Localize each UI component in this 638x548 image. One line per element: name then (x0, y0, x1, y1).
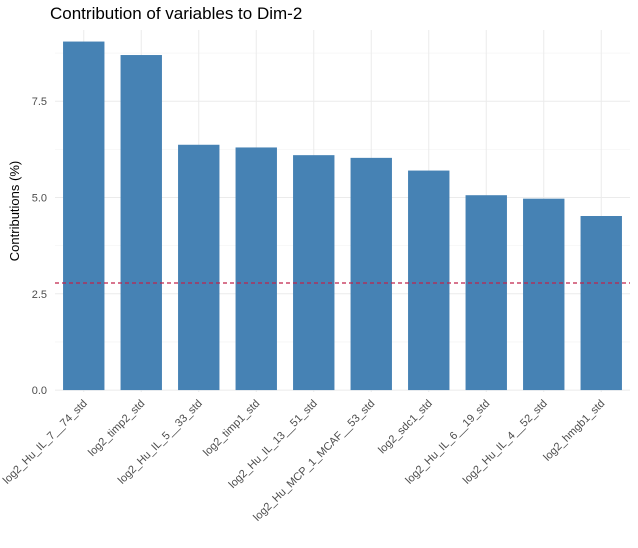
y-tick-label: 5.0 (32, 193, 47, 205)
y-tick-label: 7.5 (32, 96, 47, 108)
bar-log2_hmgb1_std (580, 216, 622, 391)
chart-title: Contribution of variables to Dim-2 (50, 4, 303, 23)
bar-log2_Hu_MCP_1_MCAF__53_std (350, 157, 392, 391)
bar-log2_Hu_IL_13__51_std (293, 155, 335, 391)
y-axis-title: Contributions (%) (7, 161, 22, 261)
x-tick-label: log2_timp1_std (201, 398, 262, 459)
bar-log2_Hu_IL_7__74_std (63, 41, 105, 391)
x-tick-label: log2_Hu_IL_7__74_std (1, 398, 90, 487)
y-tick-label: 0.0 (32, 385, 47, 397)
bar-log2_timp2_std (120, 55, 162, 391)
bar-log2_sdc1_std (408, 170, 450, 391)
y-axis-ticks: 0.0 2.5 5.0 7.5 (32, 96, 47, 397)
bar-log2_Hu_IL_6__19_std (465, 195, 507, 391)
bar-log2_Hu_IL_5__33_std (178, 144, 220, 391)
bar-log2_timp1_std (235, 147, 277, 391)
bar-log2_Hu_IL_4__52_std (523, 198, 565, 391)
y-tick-label: 2.5 (32, 289, 47, 301)
bars (63, 41, 622, 391)
x-tick-label: log2_hmgb1_std (541, 398, 607, 464)
x-tick-label: log2_Hu_MCP_1_MCAF__53_std (251, 398, 377, 524)
x-tick-label: log2_sdc1_std (376, 398, 435, 457)
x-tick-label: log2_timp2_std (86, 398, 147, 459)
